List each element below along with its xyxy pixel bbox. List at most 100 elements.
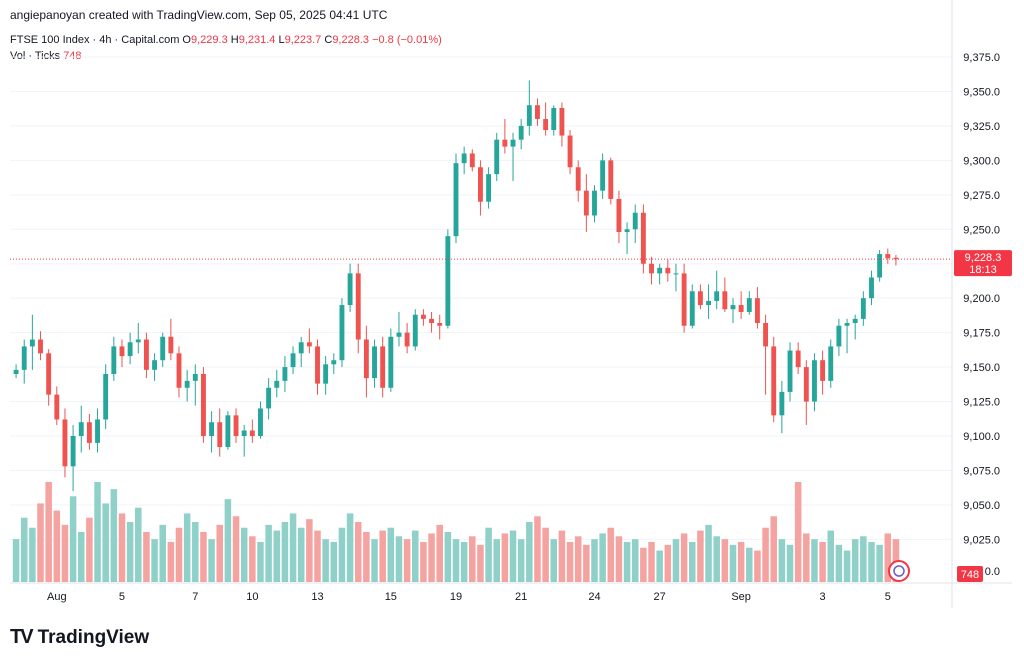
- volume-bar: [428, 533, 435, 582]
- volume-bar: [762, 527, 769, 582]
- volume-bar: [452, 539, 460, 582]
- volume-value-tag: 748: [957, 566, 983, 582]
- candle-body: [860, 298, 866, 319]
- symbol-label[interactable]: FTSE 100 Index · 4h · Capital.com: [10, 34, 180, 46]
- volume-bar: [12, 539, 20, 582]
- candle-body: [469, 153, 475, 168]
- candle-body: [559, 107, 565, 136]
- candle-body: [306, 342, 312, 347]
- volume-value: 748: [961, 569, 979, 581]
- volume-legend-label[interactable]: Vol · Ticks: [10, 50, 61, 62]
- volume-bar: [403, 539, 411, 582]
- volume-bar: [314, 530, 321, 582]
- volume-bar: [297, 527, 305, 582]
- volume-bar: [306, 519, 313, 582]
- volume-bar: [94, 482, 101, 582]
- y-tick-label: 0.0: [985, 566, 1000, 578]
- x-tick-label: Sep: [731, 591, 751, 603]
- candle-body: [795, 350, 801, 368]
- volume-bar: [623, 542, 631, 582]
- candle-body: [714, 291, 720, 301]
- last-price-tag: 9,228.3 18:13: [954, 250, 1012, 277]
- tradingview-brand[interactable]: TV TradingView: [10, 626, 149, 649]
- volume-bar: [526, 522, 533, 582]
- candle-body: [893, 257, 899, 260]
- candle-body: [461, 153, 467, 164]
- candle-body: [803, 367, 809, 402]
- volume-bar: [118, 513, 126, 582]
- y-tick-label: 9,150.0: [963, 362, 1000, 374]
- x-tick-label: 7: [192, 591, 198, 603]
- candle-body: [502, 139, 508, 147]
- candlesticks: [13, 80, 899, 492]
- candle-body: [640, 212, 646, 264]
- volume-bar: [876, 544, 883, 582]
- volume-bar: [843, 550, 851, 582]
- candle-body: [632, 212, 638, 230]
- candle-body: [649, 263, 654, 274]
- x-tick-label: 15: [385, 591, 397, 603]
- volume-bar: [868, 542, 875, 582]
- volume-bar: [591, 539, 598, 582]
- candle-body: [274, 380, 280, 388]
- candle-body: [38, 339, 43, 354]
- candle-body: [812, 360, 817, 402]
- volume-bar: [680, 533, 688, 582]
- volume-bar: [379, 530, 386, 582]
- volume-bar: [338, 527, 346, 582]
- candle-body: [143, 339, 149, 370]
- volume-bar: [884, 533, 892, 582]
- candle-body: [763, 322, 769, 347]
- candle-body: [437, 322, 443, 326]
- candle-body: [869, 277, 874, 299]
- volume-bar: [20, 517, 28, 582]
- volume-bar: [583, 544, 590, 582]
- candle-body: [885, 254, 891, 259]
- volume-bar: [460, 542, 468, 582]
- volume-bar: [77, 532, 85, 582]
- candle-body: [445, 236, 451, 326]
- volume-bar: [69, 496, 77, 582]
- volume-bar: [648, 542, 655, 582]
- volume-bar: [444, 532, 452, 582]
- candle-body: [673, 273, 679, 275]
- candle-body: [877, 254, 883, 278]
- tv-watermark-icon[interactable]: [888, 560, 910, 582]
- candle-body: [233, 415, 239, 436]
- volume-bar: [273, 530, 281, 582]
- candle-body: [249, 430, 255, 436]
- volume-bar: [729, 544, 737, 582]
- candle-body: [78, 422, 84, 436]
- candle-body: [168, 336, 174, 354]
- candle-body: [347, 273, 353, 306]
- candle-body: [70, 436, 76, 467]
- candle-body: [86, 422, 92, 443]
- volume-bar: [420, 542, 427, 582]
- candle-body: [828, 346, 834, 381]
- volume-bar: [330, 542, 338, 582]
- candle-body: [722, 291, 728, 310]
- last-price-value: 9,228.3: [965, 252, 1002, 264]
- volume-bar: [517, 539, 525, 582]
- volume-bar: [631, 539, 639, 582]
- volume-bar: [493, 539, 500, 582]
- y-tick-label: 9,025.0: [963, 534, 1000, 546]
- candle-body: [176, 353, 182, 388]
- volume-legend: Vol · Ticks 748: [10, 50, 82, 62]
- volume-bar: [249, 536, 256, 582]
- candle-body: [477, 167, 483, 202]
- volume-bar: [835, 544, 843, 582]
- candle-body: [567, 135, 573, 168]
- volume-bar: [550, 539, 558, 582]
- candle-body: [754, 298, 760, 323]
- candle-body: [665, 267, 671, 274]
- candle-body: [380, 346, 386, 388]
- volume-bar: [45, 482, 52, 582]
- candle-body: [697, 291, 703, 306]
- candle-body: [771, 346, 777, 416]
- series-legend: FTSE 100 Index · 4h · Capital.com O9,229…: [10, 34, 442, 46]
- volume-bar: [371, 539, 378, 582]
- volume-bar: [322, 539, 329, 582]
- candle-body: [217, 422, 223, 448]
